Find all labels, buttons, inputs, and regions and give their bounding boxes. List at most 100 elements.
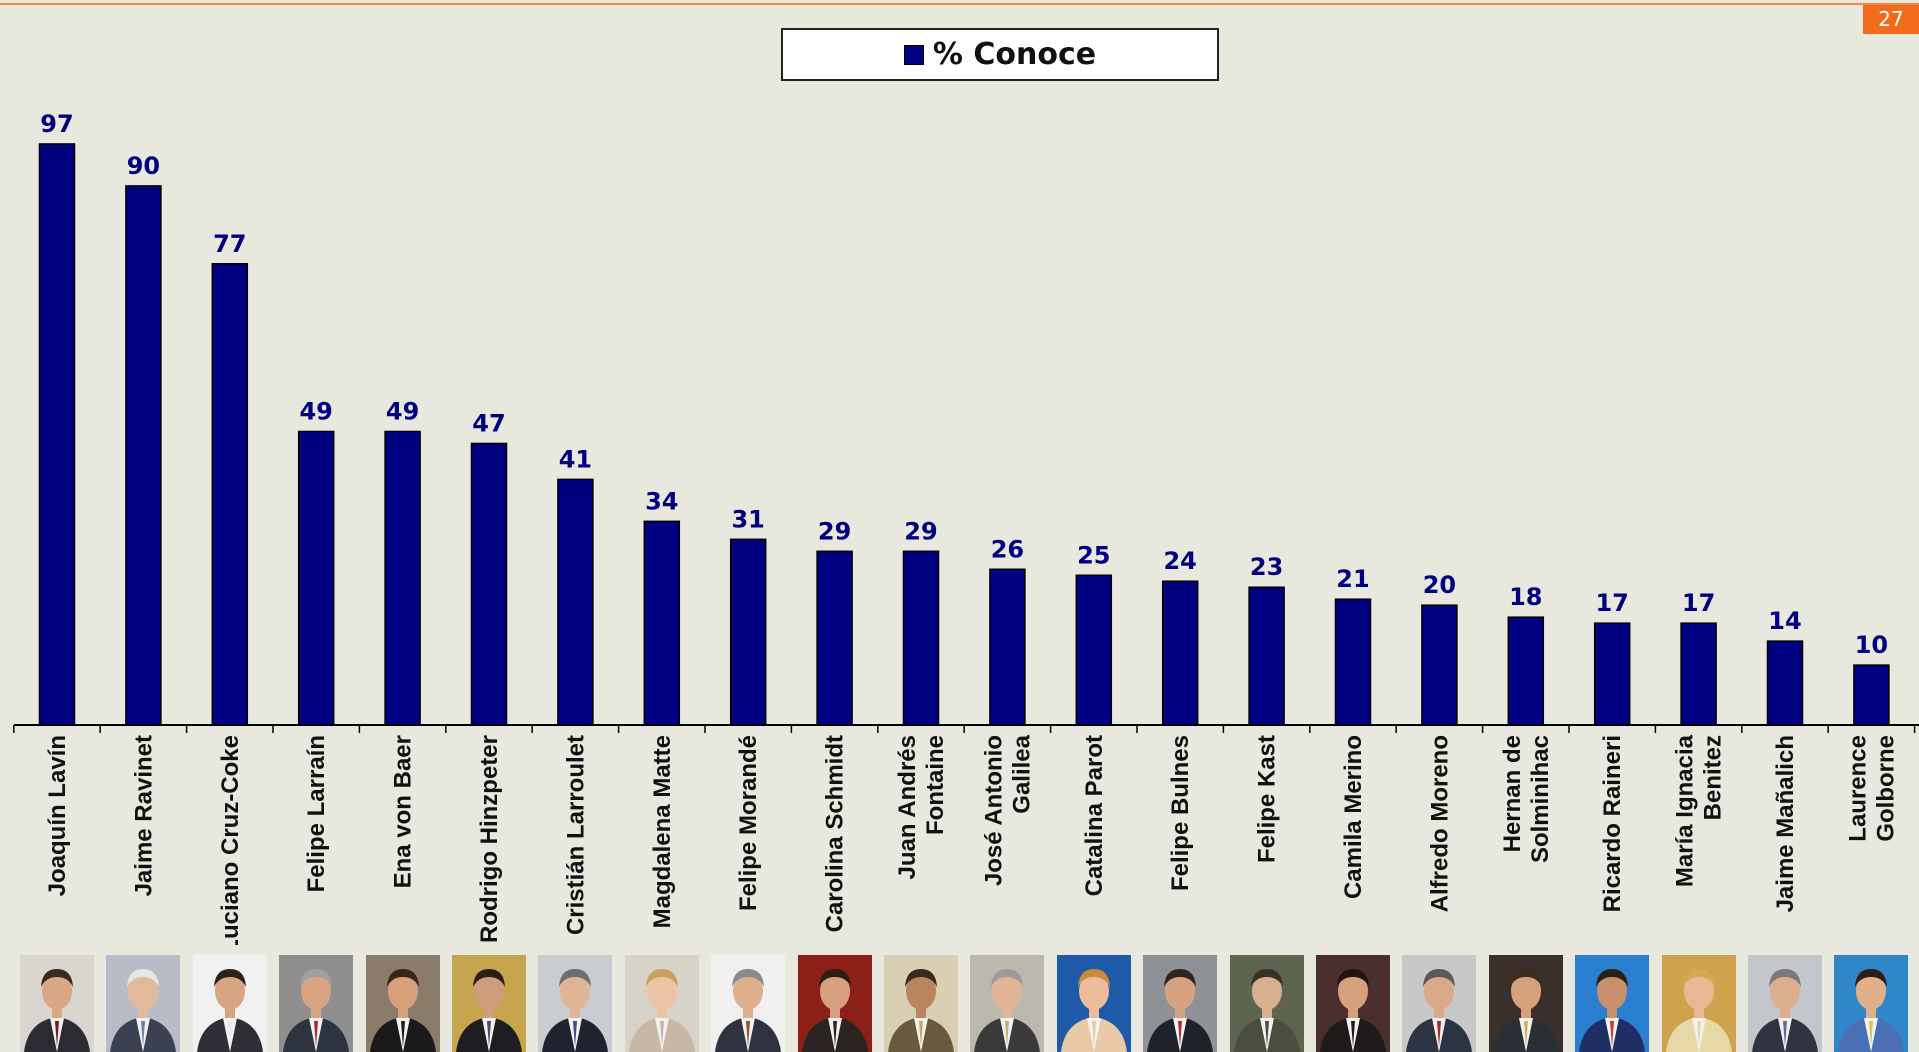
bar-value-label: 18 [1509,583,1542,611]
bar-value-label: 17 [1595,589,1628,617]
bar-value-label: 41 [559,445,592,473]
category-label: Hernan de Solminihac [1499,735,1554,863]
category-label-line: Felipe Morandé [735,735,762,911]
bar [1421,604,1458,726]
category-label-line: Benitez [1700,735,1727,820]
category-label-line: Golborne [1872,735,1899,842]
bar-value-label: 23 [1250,553,1283,581]
category-label-line: Luciano Cruz-Coke [217,735,244,945]
chart-legend: % Conoce [781,28,1219,81]
bar-value-label: 21 [1336,565,1369,593]
bar [1766,640,1804,726]
category-label-line: Rodrigo Hinzpeter [476,735,503,943]
portrait-photo [711,955,785,1052]
category-label: María Ignacia Benitez [1672,734,1727,887]
bar [38,143,76,726]
category-label-line: Catalina Parot [1081,735,1108,896]
bar-value-label: 24 [1163,547,1196,575]
bar-value-label: 29 [904,517,937,545]
bar-value-label: 97 [40,110,73,138]
portrait-photo [1230,955,1304,1052]
portrait-photo [106,955,180,1052]
category-label: José Antonio Galilea [980,734,1035,886]
bar-value-label: 34 [645,487,678,515]
bar-value-label: 10 [1855,631,1888,659]
category-label: Felipe Larraín [303,735,330,892]
category-label: Jaime Ravinet [130,735,157,896]
portrait-photo [1834,955,1908,1052]
category-label-line: Camila Merino [1340,735,1367,899]
category-label-line: Juan Andrés [894,735,921,879]
category-label: Camila Merino [1340,735,1367,899]
category-label-line: Ena von Baer [390,735,417,888]
portrait-photo [1748,955,1822,1052]
bar-value-label: 90 [127,152,160,180]
bar [989,568,1026,726]
bar-value-label: 47 [472,409,505,437]
category-label: Catalina Parot [1081,735,1108,896]
category-labels: Joaquín Lavín Jaime Ravinet Luciano Cruz-C… [44,734,1899,945]
bar [902,550,940,726]
page-number-badge: 27 [1863,5,1919,34]
bar-value-label: 49 [299,397,332,425]
category-label: Alfredo Moreno [1426,735,1453,912]
category-label: Jaime Mañalich [1772,735,1799,912]
category-label-line: Galilea [1008,734,1035,813]
category-label: Cristián Larroulet [562,735,589,935]
bar [297,430,335,726]
portrait-photo [1402,955,1476,1052]
category-label-line: Hernan de [1499,735,1526,852]
category-label-line: Felipe Kast [1254,735,1281,863]
category-label: Juan Andrés Fontaine [894,735,949,879]
bar-value-label: 25 [1077,541,1110,569]
portrait-photo [452,955,526,1052]
category-label: Felipe Kast [1254,735,1281,863]
category-label-line: Joaquín Lavín [44,735,71,896]
portrait-photo [1057,955,1131,1052]
bar-value-label: 29 [818,517,851,545]
category-label-line: Fontaine [922,735,949,835]
bar [384,430,421,726]
category-label: Felipe Morandé [735,735,762,911]
bar [211,263,249,726]
category-label-line: Jaime Mañalich [1772,735,1799,912]
category-label-line: Ricardo Raineri [1599,735,1626,912]
bar-value-label: 26 [991,535,1024,563]
portrait-photo [366,955,440,1052]
category-label-line: Laurence [1844,735,1871,842]
category-label-line: Cristián Larroulet [562,735,589,935]
bar-chart: 97 90 77 49 49 47 41 34 31 29 29 26 25 24 23 21 20 18 17 17… [13,110,1919,945]
bar [1248,586,1285,726]
portrait-photo [1316,955,1390,1052]
legend-swatch [903,44,924,65]
category-label-line: María Ignacia [1672,734,1699,887]
category-label-line: José Antonio [980,735,1007,886]
portrait-photo [538,955,612,1052]
bar-value-label: 77 [213,230,246,258]
bar [1853,664,1890,726]
category-label: Ricardo Raineri [1599,735,1626,912]
bar [1334,598,1372,726]
bar [1680,622,1717,726]
bar [643,520,681,726]
category-label: Rodrigo Hinzpeter [476,735,503,943]
bars-layer: 97 90 77 49 49 47 41 34 31 29 29 26 25 24 23 21 20 18 17 17… [38,110,1890,726]
portrait-photo [193,955,267,1052]
bar [1593,622,1631,726]
legend-label: % Conoce [932,37,1097,72]
bar [729,538,767,726]
portrait-photo [884,955,958,1052]
category-label: Ena von Baer [390,735,417,888]
category-label: Luciano Cruz-Coke [217,735,244,945]
portrait-photo [1143,955,1217,1052]
portrait-photo [1575,955,1649,1052]
portrait-photo [625,955,699,1052]
portrait-photo [970,955,1044,1052]
portrait-photo [1489,955,1563,1052]
portrait-strip [0,945,1919,1052]
bar [557,478,594,726]
portrait-photo [1662,955,1736,1052]
category-label: Laurence Golborne [1844,735,1899,842]
bar-value-label: 49 [386,397,419,425]
category-label-line: Solminihac [1527,735,1554,863]
